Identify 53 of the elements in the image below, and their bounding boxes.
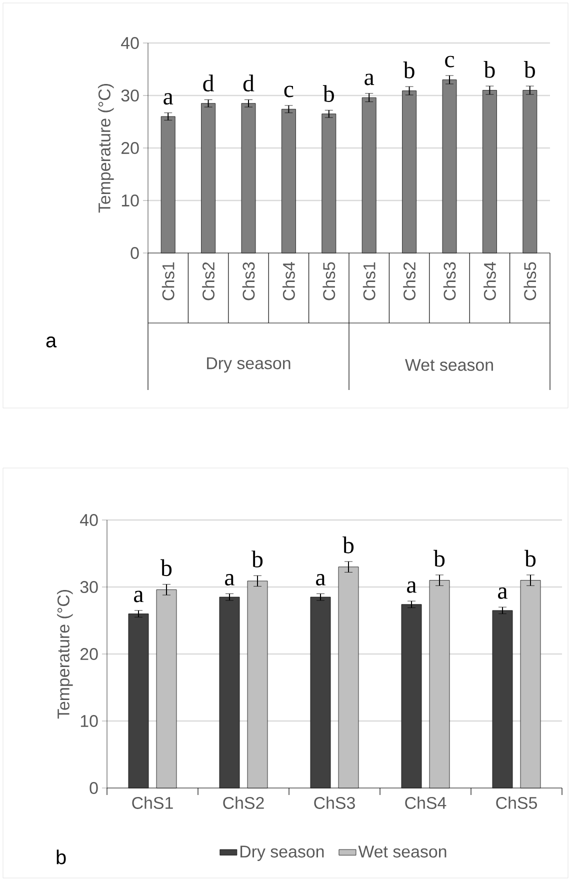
x-tick-label: Chs2 [202,262,215,300]
x-tick-label: Chs2 [403,262,416,300]
annotation: a [134,590,144,602]
y-tick-label: 20 [122,142,139,154]
x-tick-label: ChS2 [223,796,264,809]
y-tick-label: 40 [80,514,98,526]
annotation: a [316,574,326,586]
annotation: a [164,93,174,105]
y-axis-title: Temperature (°C) [98,84,114,213]
y-tick-label: 10 [80,715,98,728]
y-tick-label: 40 [121,36,139,49]
x-tick-label: Chs3 [443,262,456,300]
annotation: b [524,550,536,567]
annotation: c [284,86,294,98]
x-tick-label: ChS1 [132,796,173,809]
y-tick-label: 20 [80,648,98,660]
legend-label: Wet season [358,846,446,858]
annotation: b [322,85,334,102]
annotation: d [243,74,254,92]
x-tick-label: ChS3 [314,796,355,809]
y-axis-title: Temperature (°C) [57,590,73,719]
text: Wet season [405,359,493,371]
x-tick-label: Chs4 [483,262,496,300]
y-tick-label: 30 [80,581,98,594]
annotation: a [498,587,508,599]
x-tick-label: Chs1 [162,262,174,300]
x-tick-label: ChS5 [496,796,537,809]
x-tick-label: Chs1 [362,262,376,300]
text: b [56,850,66,864]
y-tick-label: 10 [122,194,139,206]
x-tick-label: Chs5 [322,262,336,300]
y-tick-label: 0 [130,246,139,259]
annotation: a [407,581,416,593]
x-tick-label: Chs4 [282,262,295,300]
annotation: a [364,74,374,86]
x-tick-label: Chs3 [242,262,255,300]
annotation: b [434,550,445,567]
annotation: b [403,62,414,78]
annotation: b [524,61,535,78]
x-tick-label: Chs5 [524,262,536,300]
annotation: b [484,61,495,78]
y-tick-label: 30 [121,89,139,102]
annotation: b [252,550,263,568]
y-tick-label: 0 [90,782,98,794]
text: Dry season [207,357,290,373]
annotation: b [160,559,172,576]
legend-label: Dry season [240,846,324,861]
annotation: d [203,74,214,92]
text: a [46,336,57,348]
x-tick-label: ChS4 [405,796,446,809]
annotation: c [445,56,454,68]
annotation: a [225,574,234,586]
annotation: b [342,536,354,554]
